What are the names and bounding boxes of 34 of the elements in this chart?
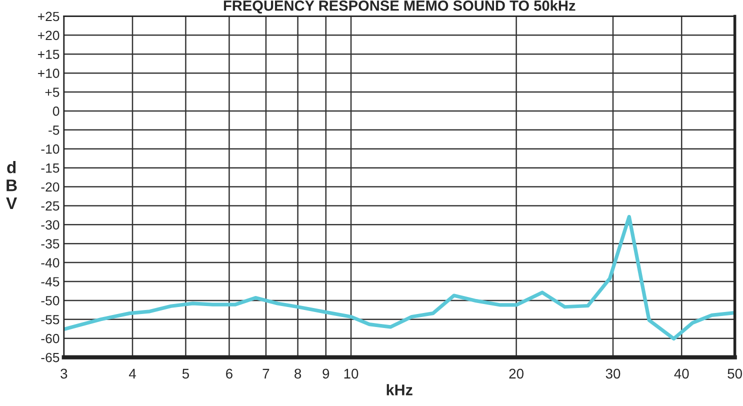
- x-tick-label: 10: [344, 368, 358, 379]
- x-tick-label: 5: [182, 368, 189, 379]
- y-tick-label: -45: [41, 277, 60, 286]
- x-tick-label: 50: [728, 368, 742, 379]
- y-tick-label: -60: [41, 334, 60, 344]
- y-tick-label: -10: [41, 144, 60, 154]
- y-tick-label: -5: [48, 126, 60, 135]
- x-tick-label: 30: [606, 368, 620, 379]
- x-tick-label: 40: [674, 368, 689, 379]
- x-tick-label: 7: [262, 368, 270, 378]
- y-tick-label: -25: [41, 201, 60, 211]
- x-axis-title: kHz: [386, 384, 412, 396]
- y-tick-label: -15: [41, 164, 60, 173]
- x-tick-label: 9: [322, 368, 330, 379]
- y-tick-label: +5: [45, 88, 60, 97]
- y-tick-label: -30: [41, 220, 60, 230]
- x-tick-label: 8: [294, 368, 302, 379]
- y-tick-label: +25: [38, 12, 60, 22]
- x-tick-label: 3: [60, 368, 68, 379]
- y-tick-label: -35: [41, 239, 60, 249]
- chart-title: FREQUENCY RESPONSE MEMO SOUND TO 50kHz: [224, 0, 576, 14]
- y-axis-title: d B V: [6, 161, 18, 210]
- y-tick-label: +20: [38, 30, 60, 40]
- y-tick-label: -20: [41, 182, 60, 192]
- x-tick-label: 20: [509, 368, 524, 379]
- y-tick-label: -40: [41, 258, 60, 268]
- y-tick-label: +15: [38, 50, 60, 60]
- y-tick-label: 0: [52, 106, 60, 116]
- y-tick-label: -50: [41, 296, 60, 306]
- y-tick-label: +10: [38, 68, 60, 78]
- x-tick-label: 4: [128, 368, 136, 378]
- y-tick-label: -65: [41, 352, 60, 362]
- x-tick-label: 6: [226, 368, 232, 379]
- y-tick-label: -55: [41, 315, 60, 324]
